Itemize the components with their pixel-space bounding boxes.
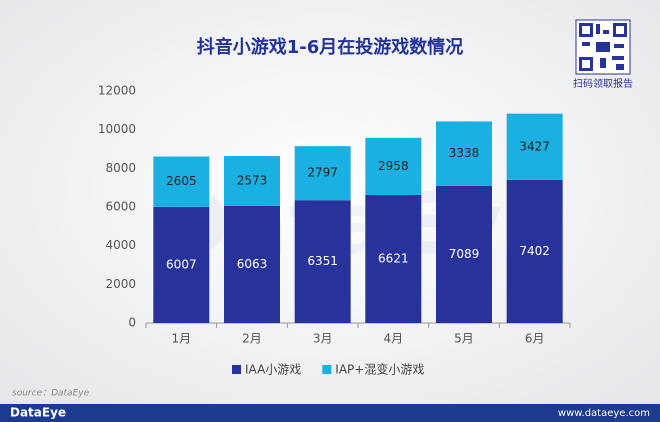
data-label: 2573	[237, 173, 268, 187]
x-tick-label: 3月	[313, 332, 333, 346]
bar-segment	[224, 205, 280, 323]
qr-caption: 扫码领取报告	[573, 77, 633, 90]
legend-label: IAA小游戏	[245, 363, 301, 377]
data-label: 6351	[307, 254, 338, 268]
bar-segment	[365, 194, 422, 323]
legend-swatch	[322, 365, 332, 374]
y-tick-label: 8000	[105, 161, 136, 175]
y-tick-label: 12000	[98, 84, 136, 98]
chart-title: 抖音小游戏1-6月在投游戏数情况	[197, 36, 464, 58]
legend-swatch	[232, 365, 241, 374]
legend-label: IAP+混变小游戏	[335, 362, 424, 377]
footer-brand: DataEye	[10, 406, 66, 420]
qr-code	[575, 19, 631, 75]
bar-segment	[294, 200, 351, 323]
data-label: 2797	[307, 166, 338, 180]
y-tick-label: 6000	[105, 200, 136, 214]
data-label: 2958	[378, 159, 409, 173]
bar-segment	[506, 113, 563, 180]
data-label: 6063	[237, 257, 268, 271]
bar-segment	[224, 156, 280, 206]
bar-segment	[365, 137, 422, 195]
y-tick-label: 4000	[105, 238, 136, 252]
data-label: 3427	[519, 139, 550, 153]
data-label: 7089	[449, 247, 480, 261]
y-tick-label: 0	[128, 316, 136, 330]
bar-segment	[294, 146, 351, 201]
data-label: 2605	[166, 174, 197, 188]
bar-segment	[506, 179, 563, 323]
footer-url: www.dataeye.com	[558, 408, 650, 419]
x-tick-label: 4月	[384, 332, 404, 346]
footer-bar	[0, 404, 660, 422]
data-label: 3338	[449, 146, 480, 160]
x-tick-label: 5月	[454, 332, 474, 346]
watermark: DataEye	[159, 174, 561, 274]
bar-segment	[436, 185, 492, 323]
y-tick-label: 2000	[105, 277, 136, 291]
data-label: 7402	[519, 244, 550, 258]
x-tick-label: 2月	[242, 332, 262, 346]
bar-segment	[153, 206, 210, 323]
bar-segment	[436, 121, 492, 186]
source: source：DataEye	[12, 389, 90, 399]
data-label: 6621	[378, 251, 409, 265]
bar-segment	[153, 156, 210, 207]
x-tick-label: 6月	[525, 332, 545, 346]
y-tick-label: 10000	[98, 122, 136, 136]
data-label: 6007	[166, 257, 197, 271]
x-tick-label: 1月	[172, 332, 192, 346]
